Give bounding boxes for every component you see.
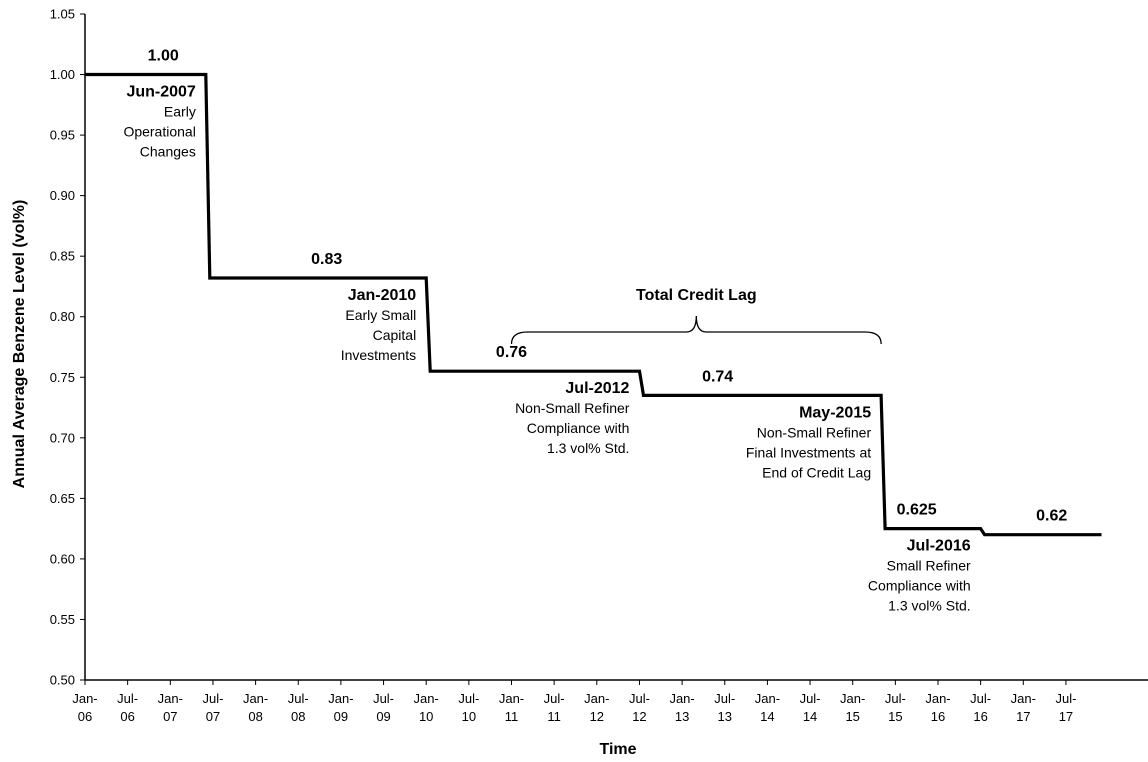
x-tick-label-line1: Jan-: [669, 691, 694, 706]
x-tick-label-line2: 15: [888, 709, 902, 724]
annotation-text: Operational: [123, 124, 195, 140]
annotation-text: Small Refiner: [887, 558, 971, 574]
series-layer: [85, 72, 1102, 537]
value-label: 0.74: [702, 368, 733, 385]
x-tick-label-line1: Jul-: [714, 691, 735, 706]
value-label: 0.62: [1036, 508, 1067, 525]
x-tick-label-line1: Jan-: [584, 691, 609, 706]
y-tick-label: 0.80: [50, 309, 75, 324]
value-label: 0.83: [311, 251, 342, 268]
x-tick-label-line1: Jul-: [202, 691, 223, 706]
annotation-date: Jun-2007: [126, 84, 195, 101]
x-tick-label-line2: 12: [590, 709, 604, 724]
y-tick-label: 0.50: [50, 673, 75, 688]
x-tick-label-line2: 08: [248, 709, 262, 724]
x-tick-label-line2: 17: [1059, 709, 1073, 724]
x-tick-label-line1: Jul-: [885, 691, 906, 706]
x-tick-label-line1: Jul-: [1055, 691, 1076, 706]
x-tick-label-line1: Jul-: [544, 691, 565, 706]
brace-label: Total Credit Lag: [636, 287, 757, 304]
x-tick-label-line2: 14: [760, 709, 774, 724]
value-labels: 1.00 0.83 0.76 0.74 0.625 0.62: [148, 48, 1068, 525]
x-tick-label-line1: Jan-: [72, 691, 97, 706]
annotation-text: Early: [164, 104, 196, 120]
annotation-text: Final Investments at: [746, 444, 871, 460]
y-tick-label: 1.05: [50, 7, 75, 22]
x-tick-label-line1: Jan-: [414, 691, 439, 706]
y-axis-ticks: 0.50 0.55 0.60 0.65 0.70 0.75 0.80 0.85 0.90 0.95…: [50, 7, 85, 688]
x-tick-label-line1: Jul-: [800, 691, 821, 706]
x-tick-label-line1: Jan-: [840, 691, 865, 706]
x-tick-label-line1: Jan-: [925, 691, 950, 706]
benzene-step-line: [85, 72, 1102, 537]
y-tick-label: 0.70: [50, 430, 75, 445]
x-tick-label-line2: 08: [291, 709, 305, 724]
x-tick-label-line1: Jan-: [158, 691, 183, 706]
annotation-text: Investments: [341, 347, 416, 363]
x-axis-ticks: Jan- 06 Jul- 06 Jan- 07 Jul- 07 Jan- 08 Jul- 08 Jan-…: [72, 680, 1076, 724]
x-tick-label-line2: 13: [675, 709, 689, 724]
x-tick-label-line2: 13: [718, 709, 732, 724]
x-tick-label-line1: Jan-: [243, 691, 268, 706]
x-tick-label-line2: 06: [78, 709, 92, 724]
y-tick-label: 0.55: [50, 612, 75, 627]
x-axis-title: Time: [599, 741, 636, 758]
x-tick-label-line2: 16: [973, 709, 987, 724]
credit-lag-brace: Total Credit Lag: [510, 287, 882, 345]
annotation-text: Compliance with: [527, 420, 630, 436]
y-tick-label: 0.85: [50, 249, 75, 264]
y-axis-title: Annual Average Benzene Level (vol%): [11, 200, 28, 489]
value-label: 0.76: [496, 344, 527, 361]
y-tick-label: 1.00: [50, 67, 75, 82]
x-tick-label-line2: 07: [206, 709, 220, 724]
x-tick-label-line1: Jul-: [629, 691, 650, 706]
x-tick-label-line1: Jul-: [288, 691, 309, 706]
annotation-date: Jul-2016: [907, 538, 971, 555]
x-tick-label-line1: Jan-: [755, 691, 780, 706]
x-tick-label-line2: 11: [547, 709, 561, 724]
y-tick-label: 0.90: [50, 188, 75, 203]
x-tick-label-line2: 09: [334, 709, 348, 724]
x-tick-label-line2: 16: [931, 709, 945, 724]
x-tick-label-line1: Jul-: [373, 691, 394, 706]
annotation-text: 1.3 vol% Std.: [547, 440, 630, 456]
y-tick-label: 0.75: [50, 370, 75, 385]
annotation-text: Compliance with: [868, 578, 971, 594]
x-tick-label-line1: Jan-: [328, 691, 353, 706]
annotation-text: Non-Small Refiner: [757, 424, 872, 440]
x-tick-label-line2: 12: [632, 709, 646, 724]
x-tick-label-line2: 15: [845, 709, 859, 724]
x-tick-label-line1: Jul-: [117, 691, 138, 706]
annotation-text: 1.3 vol% Std.: [888, 598, 971, 614]
annotation-date: May-2015: [799, 404, 871, 421]
annotations: Jun-2007 Early Operational Changes Jan-2010 E…: [123, 84, 971, 614]
y-tick-label: 0.95: [50, 128, 75, 143]
y-tick-label: 0.60: [50, 551, 75, 566]
annotation-text: Capital: [373, 327, 417, 343]
x-tick-label-line2: 10: [419, 709, 433, 724]
x-tick-label-line1: Jan-: [499, 691, 524, 706]
value-label: 0.625: [897, 502, 937, 519]
x-tick-label-line2: 09: [376, 709, 390, 724]
x-tick-label-line1: Jul-: [458, 691, 479, 706]
brace-shape: [510, 315, 882, 345]
x-tick-label-line1: Jan-: [1011, 691, 1036, 706]
x-tick-label-line2: 06: [120, 709, 134, 724]
annotation-text: End of Credit Lag: [762, 464, 871, 480]
annotation-text: Changes: [140, 144, 196, 160]
x-tick-label-line1: Jul-: [970, 691, 991, 706]
x-tick-label-line2: 17: [1016, 709, 1030, 724]
annotation-text: Early Small: [345, 307, 416, 323]
x-tick-label-line2: 11: [505, 709, 519, 724]
x-tick-label-line2: 07: [163, 709, 177, 724]
y-tick-label: 0.65: [50, 491, 75, 506]
annotation-text: Non-Small Refiner: [515, 400, 630, 416]
x-tick-label-line2: 10: [462, 709, 476, 724]
annotation-date: Jan-2010: [348, 287, 417, 304]
annotation-date: Jul-2012: [565, 380, 629, 397]
x-tick-label-line2: 14: [803, 709, 817, 724]
value-label: 1.00: [148, 48, 179, 65]
